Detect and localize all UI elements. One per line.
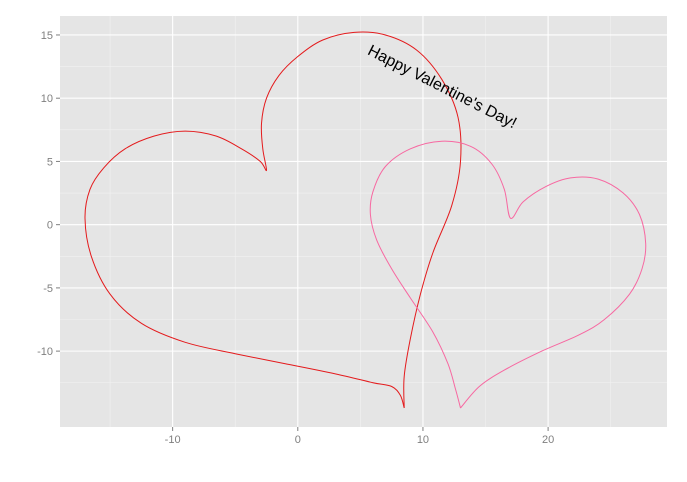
x-tick-label: 20 <box>542 434 554 446</box>
x-tick-label: 10 <box>417 434 429 446</box>
x-tick-label: 0 <box>295 434 301 446</box>
y-tick-label: 0 <box>47 220 53 232</box>
y-tick-label: -10 <box>37 346 53 358</box>
y-tick-label: 10 <box>41 93 53 105</box>
heart-line-pink <box>369 140 647 409</box>
plot-panel <box>60 16 667 427</box>
x-tick-label: -10 <box>165 434 181 446</box>
y-tick-label: -5 <box>43 283 53 295</box>
y-tick-label: 15 <box>41 30 53 42</box>
series-layer <box>84 31 647 409</box>
axes: -10 0 10 20 15 10 5 0 -5 -10 <box>37 30 554 446</box>
grid <box>60 16 667 427</box>
heart-line-red <box>84 31 462 409</box>
y-tick-label: 5 <box>47 156 53 168</box>
